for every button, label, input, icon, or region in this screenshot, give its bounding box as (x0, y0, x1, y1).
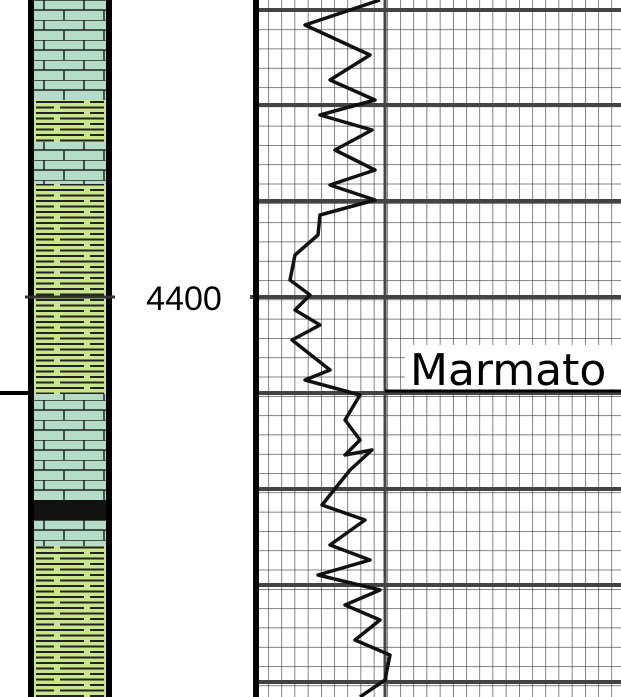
formation-label: Marmato (410, 345, 606, 396)
depth-label: 4400 (146, 280, 222, 318)
lithology-column (0, 0, 115, 697)
log-curve (288, 0, 392, 697)
